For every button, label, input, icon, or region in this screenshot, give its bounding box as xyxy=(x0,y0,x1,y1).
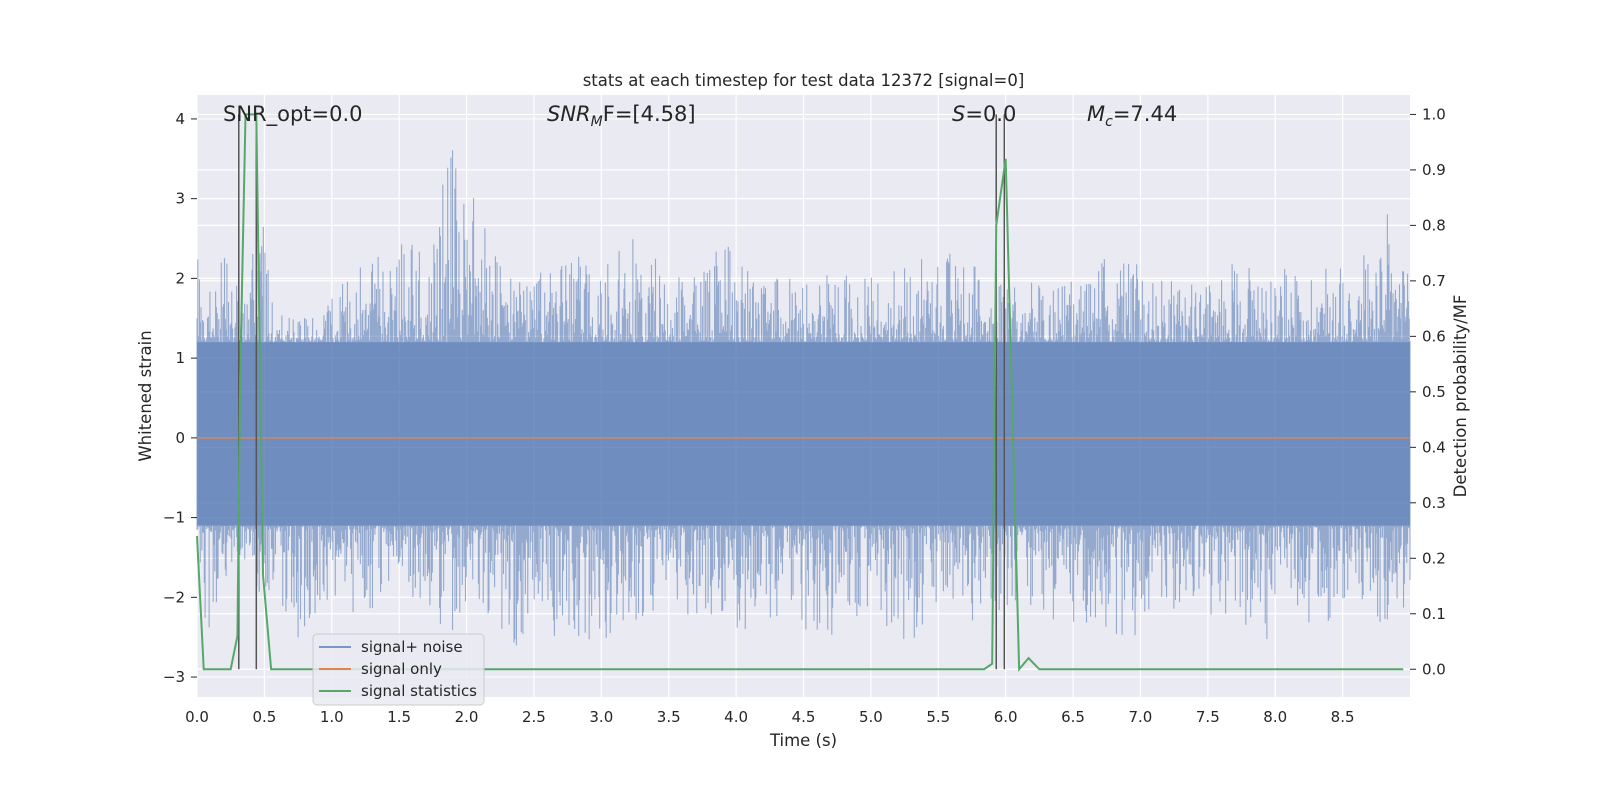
x-tick-label: 5.5 xyxy=(926,708,950,726)
y-tick-label: 0 xyxy=(175,429,185,447)
legend-label: signal+ noise xyxy=(361,638,463,656)
y-right-tick-label: 0.0 xyxy=(1422,660,1446,678)
chart-title: stats at each timestep for test data 123… xyxy=(583,71,1025,90)
annotation-s-value: =0.0 xyxy=(965,102,1016,126)
x-tick-label: 7.5 xyxy=(1196,708,1220,726)
annotation-mc-sub: c xyxy=(1105,114,1113,130)
x-tick-label: 0.0 xyxy=(185,708,209,726)
y-right-tick-label: 0.4 xyxy=(1422,438,1446,456)
y-tick-label: 2 xyxy=(175,269,185,287)
plot-content xyxy=(196,113,1411,672)
y-right-tick-label: 0.2 xyxy=(1422,549,1446,567)
annotation-snr-mf: SNRMF=[4.58] xyxy=(547,102,696,130)
annotation-snr-mf-prefix: SNR xyxy=(547,102,591,126)
x-tick-label: 0.5 xyxy=(252,708,276,726)
annotation-mc-value: =7.44 xyxy=(1113,102,1177,126)
series-signal-noise-core xyxy=(197,342,1410,526)
y-right-tick-label: 0.8 xyxy=(1422,216,1446,234)
y-tick-label: 1 xyxy=(175,349,185,367)
legend-label: signal only xyxy=(361,660,442,678)
x-tick-label: 4.0 xyxy=(724,708,748,726)
axes: 0.0 0.5 1.0 1.5 2.0 2.5 3.0 3.5 4.0 4.5 5.0 5.5 6.0 6… xyxy=(163,105,1446,726)
legend-box xyxy=(312,633,485,706)
x-tick-label: 6.0 xyxy=(994,708,1018,726)
annotation-snr-mf-suffix: F=[4.58] xyxy=(603,102,696,126)
y-right-tick-label: 0.6 xyxy=(1422,327,1446,345)
x-tick-label: 4.5 xyxy=(792,708,816,726)
x-tick-label: 1.5 xyxy=(387,708,411,726)
x-tick-label: 2.0 xyxy=(455,708,479,726)
x-tick-label: 5.0 xyxy=(859,708,883,726)
x-tick-label: 6.5 xyxy=(1061,708,1085,726)
annotation-mc-prefix: M xyxy=(1087,102,1105,126)
y-axis-right-label: Detection probability/MF xyxy=(1451,295,1470,498)
annotation-s-prefix: S xyxy=(952,102,965,126)
annotation-snr-opt: SNR_opt=0.0 xyxy=(223,102,363,127)
y-right-tick-label: 0.5 xyxy=(1422,383,1446,401)
x-tick-label: 8.5 xyxy=(1331,708,1355,726)
y-tick-label: −3 xyxy=(163,668,185,686)
y-tick-label: −2 xyxy=(163,588,185,606)
y-tick-label: 3 xyxy=(175,190,185,208)
y-right-tick-label: 0.9 xyxy=(1422,161,1446,179)
x-axis-label: Time (s) xyxy=(769,731,837,750)
legend: signal+ noise signal only signal statistic… xyxy=(312,633,485,706)
legend-label: signal statistics xyxy=(361,682,477,700)
x-tick-label: 7.0 xyxy=(1129,708,1153,726)
annotation-s: S=0.0 xyxy=(952,102,1016,126)
y-right-tick-label: 0.1 xyxy=(1422,605,1446,623)
y-right-tick-label: 0.7 xyxy=(1422,272,1446,290)
annotation-snr-mf-sub: M xyxy=(591,114,603,130)
y-tick-label: −1 xyxy=(163,509,185,527)
x-tick-label: 2.5 xyxy=(522,708,546,726)
y-tick-label: 4 xyxy=(175,110,185,128)
x-tick-label: 3.5 xyxy=(657,708,681,726)
x-tick-label: 3.0 xyxy=(589,708,613,726)
y-right-tick-label: 1.0 xyxy=(1422,105,1446,123)
y-axis-label: Whitened strain xyxy=(136,330,155,461)
series-signal-statistics xyxy=(196,113,1404,672)
annotation-mc: Mc=7.44 xyxy=(1087,102,1177,130)
x-tick-label: 1.0 xyxy=(320,708,344,726)
x-tick-label: 8.0 xyxy=(1263,708,1287,726)
y-right-tick-label: 0.3 xyxy=(1422,494,1446,512)
